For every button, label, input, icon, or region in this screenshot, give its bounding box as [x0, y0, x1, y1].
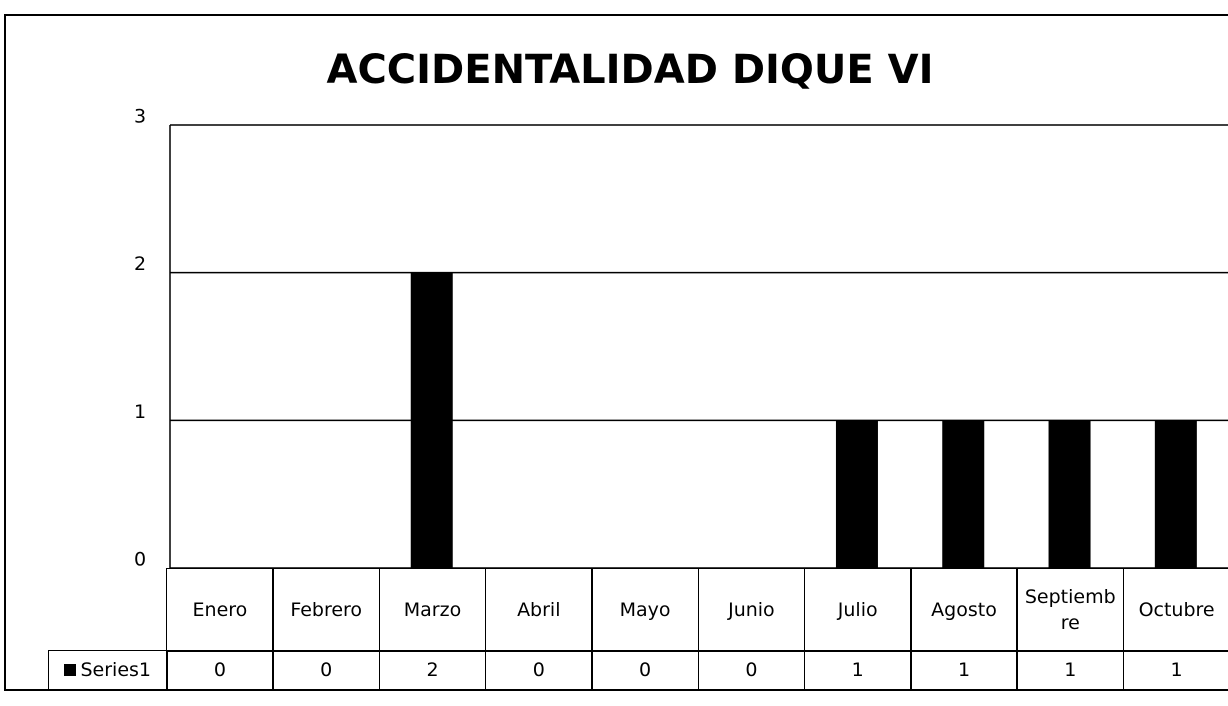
y-tick-label: 2 [134, 253, 146, 275]
y-tick-label: 0 [134, 549, 146, 571]
data-table-value: 0 [484, 650, 593, 690]
data-table-value: 0 [166, 650, 274, 690]
bar [1154, 420, 1197, 568]
data-table-value: 0 [591, 650, 699, 690]
data-table-value: 1 [803, 650, 912, 690]
category-cell: Agosto [910, 568, 1018, 652]
bar [835, 420, 878, 568]
legend-cell: Series1 [48, 650, 168, 690]
chart-border [4, 14, 1228, 691]
category-cell: Junio [697, 568, 806, 652]
category-cell: Marzo [378, 568, 487, 652]
y-tick-label: 1 [134, 401, 146, 423]
legend-key [64, 663, 77, 676]
chart-title: ACCIDENTALIDAD DIQUE VI [326, 47, 933, 93]
category-cell: Febrero [272, 568, 381, 652]
bar [1048, 420, 1091, 568]
category-cell: Enero [166, 568, 274, 652]
data-table-value: 2 [378, 650, 487, 690]
data-table-value: 0 [272, 650, 381, 690]
category-cell: Octubre [1122, 568, 1228, 652]
bar [410, 272, 453, 568]
data-table-value: 1 [910, 650, 1018, 690]
data-table-value: 0 [697, 650, 806, 690]
data-table-value: 1 [1016, 650, 1125, 690]
y-tick-label: 3 [134, 106, 146, 128]
legend-label: Series1 [80, 658, 152, 681]
category-cell: Abril [484, 568, 593, 652]
category-cell: Mayo [591, 568, 699, 652]
category-cell: Julio [803, 568, 912, 652]
bar [942, 420, 985, 568]
category-cell: Septiembre [1016, 568, 1125, 652]
data-table-value: 1 [1122, 650, 1228, 690]
